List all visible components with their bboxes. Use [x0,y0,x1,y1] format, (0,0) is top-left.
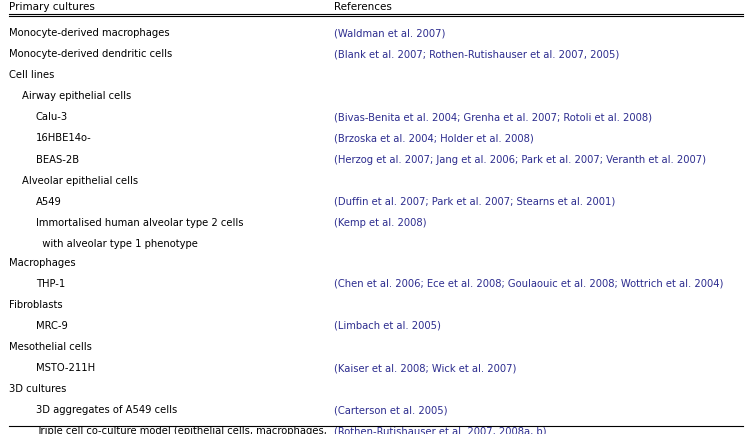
Text: THP-1: THP-1 [36,279,65,289]
Text: MSTO-211H: MSTO-211H [36,363,95,373]
Text: 3D cultures: 3D cultures [9,384,66,394]
Text: (Limbach et al. 2005): (Limbach et al. 2005) [334,321,441,331]
Text: Macrophages: Macrophages [9,258,76,268]
Text: 16HBE14o-: 16HBE14o- [36,133,92,144]
Text: with alveolar type 1 phenotype: with alveolar type 1 phenotype [36,239,198,249]
Text: Mesothelial cells: Mesothelial cells [9,342,92,352]
Text: (Brzoska et al. 2004; Holder et al. 2008): (Brzoska et al. 2004; Holder et al. 2008… [334,133,533,144]
Text: (Herzog et al. 2007; Jang et al. 2006; Park et al. 2007; Veranth et al. 2007): (Herzog et al. 2007; Jang et al. 2006; P… [334,155,706,164]
Text: Monocyte-derived macrophages: Monocyte-derived macrophages [9,28,170,38]
Text: Cell lines: Cell lines [9,70,54,80]
Text: (Blank et al. 2007; Rothen-Rutishauser et al. 2007, 2005): (Blank et al. 2007; Rothen-Rutishauser e… [334,49,619,59]
Text: A549: A549 [36,197,62,207]
Text: (Kemp et al. 2008): (Kemp et al. 2008) [334,217,426,228]
Text: BEAS-2B: BEAS-2B [36,155,80,164]
Text: (Rothen-Rutishauser et al. 2007, 2008a, b): (Rothen-Rutishauser et al. 2007, 2008a, … [334,426,546,434]
Text: (Bivas-Benita et al. 2004; Grenha et al. 2007; Rotoli et al. 2008): (Bivas-Benita et al. 2004; Grenha et al.… [334,112,652,122]
Text: Airway epithelial cells: Airway epithelial cells [22,91,132,102]
Text: Fibroblasts: Fibroblasts [9,300,62,310]
Text: Monocyte-derived dendritic cells: Monocyte-derived dendritic cells [9,49,172,59]
Text: Triple cell co-culture model (epithelial cells, macrophages,: Triple cell co-culture model (epithelial… [36,426,327,434]
Text: Immortalised human alveolar type 2 cells: Immortalised human alveolar type 2 cells [36,217,244,228]
Text: (Duffin et al. 2007; Park et al. 2007; Stearns et al. 2001): (Duffin et al. 2007; Park et al. 2007; S… [334,197,615,207]
Text: (Kaiser et al. 2008; Wick et al. 2007): (Kaiser et al. 2008; Wick et al. 2007) [334,363,516,373]
Text: References: References [334,2,392,12]
Text: (Waldman et al. 2007): (Waldman et al. 2007) [334,28,446,38]
Text: (Carterson et al. 2005): (Carterson et al. 2005) [334,405,447,415]
Text: 3D aggregates of A549 cells: 3D aggregates of A549 cells [36,405,177,415]
Text: Calu-3: Calu-3 [36,112,68,122]
Text: MRC-9: MRC-9 [36,321,68,331]
Text: (Chen et al. 2006; Ece et al. 2008; Goulaouic et al. 2008; Wottrich et al. 2004): (Chen et al. 2006; Ece et al. 2008; Goul… [334,279,723,289]
Text: Alveolar epithelial cells: Alveolar epithelial cells [22,175,139,186]
Text: Primary cultures: Primary cultures [9,2,94,12]
